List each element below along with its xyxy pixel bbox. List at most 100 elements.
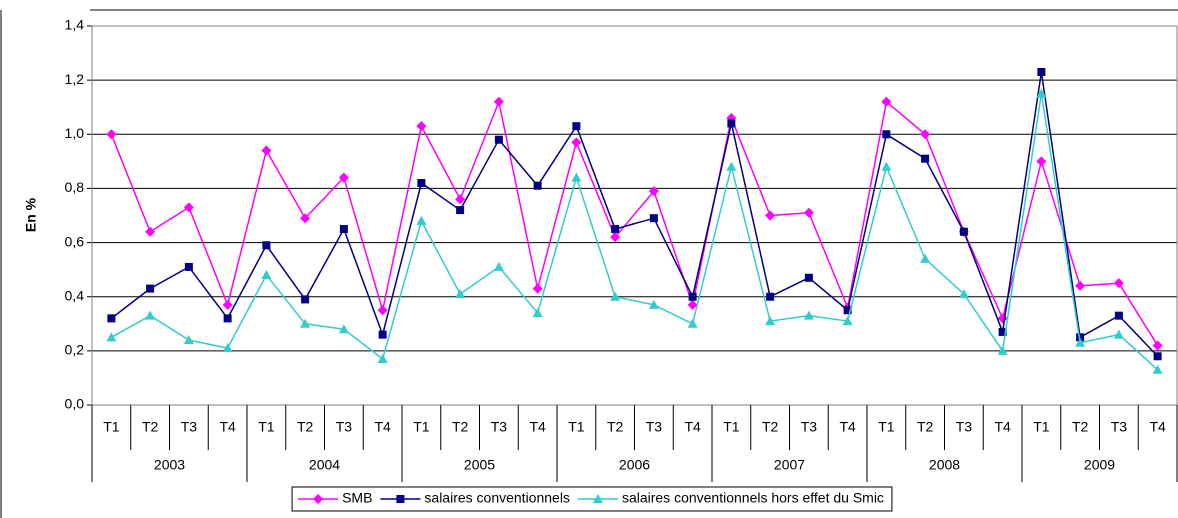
marker (377, 353, 388, 363)
marker (804, 273, 813, 282)
marker (183, 335, 194, 345)
marker (377, 305, 388, 316)
marker (765, 316, 776, 326)
marker (1113, 329, 1124, 339)
marker (494, 135, 503, 144)
x-tick-label: T4 (684, 419, 701, 435)
marker (1153, 352, 1162, 361)
marker (727, 119, 736, 128)
x-tick-label: T4 (839, 419, 856, 435)
x-tick-label: T1 (568, 419, 585, 435)
marker (842, 316, 853, 326)
x-tick-label: T4 (374, 419, 391, 435)
marker (455, 194, 466, 205)
y-tick-label: 0,4 (65, 287, 85, 303)
marker (843, 306, 852, 315)
marker (610, 291, 621, 301)
x-tick-label: T2 (607, 419, 624, 435)
legend-label: salaires conventionnels hors effet du Sm… (622, 490, 884, 506)
marker (416, 215, 427, 225)
marker (338, 172, 349, 183)
marker (145, 310, 156, 320)
y-axis-label: En % (23, 197, 39, 232)
x-tick-label: T2 (762, 419, 779, 435)
x-tick-label: T2 (452, 419, 469, 435)
legend-label: SMB (342, 490, 372, 506)
series-line (111, 93, 1159, 371)
marker (920, 129, 931, 140)
x-tick-label: T3 (956, 419, 973, 435)
x-tick-label: T1 (258, 419, 275, 435)
marker (313, 494, 324, 504)
marker (300, 318, 311, 328)
x-group-label: 2004 (309, 457, 340, 473)
x-group-label: 2009 (1084, 457, 1115, 473)
x-tick-label: T2 (142, 419, 159, 435)
x-tick-label: T1 (413, 419, 430, 435)
x-tick-label: T1 (723, 419, 740, 435)
x-tick-label: T3 (646, 419, 663, 435)
x-group-label: 2005 (464, 457, 495, 473)
x-tick-label: T3 (181, 419, 198, 435)
y-tick-label: 0,0 (65, 396, 85, 412)
x-group-label: 2003 (154, 457, 185, 473)
marker (882, 130, 891, 139)
x-tick-label: T3 (801, 419, 818, 435)
marker (1114, 311, 1123, 320)
x-tick-label: T2 (917, 419, 934, 435)
marker (1036, 88, 1047, 98)
x-group-label: 2007 (774, 457, 805, 473)
marker (997, 345, 1008, 355)
marker (803, 207, 814, 218)
marker (881, 96, 892, 107)
marker (687, 318, 698, 328)
marker (222, 299, 233, 310)
marker (881, 161, 892, 171)
series-line (110, 99, 1159, 346)
marker (222, 343, 233, 353)
marker (920, 253, 931, 263)
marker (146, 284, 155, 293)
marker (417, 179, 426, 188)
marker (223, 314, 232, 323)
marker (1075, 280, 1086, 291)
x-tick-label: T3 (491, 419, 508, 435)
marker (455, 289, 466, 299)
marker (688, 292, 697, 301)
marker (572, 122, 581, 131)
marker (1036, 156, 1047, 167)
y-tick-label: 0,2 (65, 342, 85, 358)
marker (766, 292, 775, 301)
marker (649, 214, 658, 223)
marker (687, 299, 698, 310)
marker (998, 327, 1007, 336)
marker (959, 227, 968, 236)
marker (648, 299, 659, 309)
y-tick-label: 0,6 (65, 233, 85, 249)
marker (1113, 278, 1124, 289)
marker (532, 283, 543, 294)
x-tick-label: T1 (103, 419, 120, 435)
marker (456, 206, 465, 215)
marker (1037, 68, 1046, 77)
x-tick-label: T3 (1111, 419, 1128, 435)
marker (493, 96, 504, 107)
marker (571, 172, 582, 182)
marker (592, 494, 603, 503)
marker (726, 161, 737, 171)
x-tick-label: T1 (1033, 419, 1050, 435)
marker (262, 241, 271, 250)
marker (532, 307, 543, 317)
marker (921, 154, 930, 163)
x-tick-label: T2 (297, 419, 314, 435)
plot-border (91, 25, 1178, 406)
marker (958, 289, 969, 299)
marker (106, 129, 117, 140)
x-tick-label: T4 (994, 419, 1011, 435)
y-tick-label: 0,8 (65, 179, 85, 195)
marker (803, 310, 814, 320)
marker (261, 270, 272, 280)
marker (1076, 333, 1085, 342)
